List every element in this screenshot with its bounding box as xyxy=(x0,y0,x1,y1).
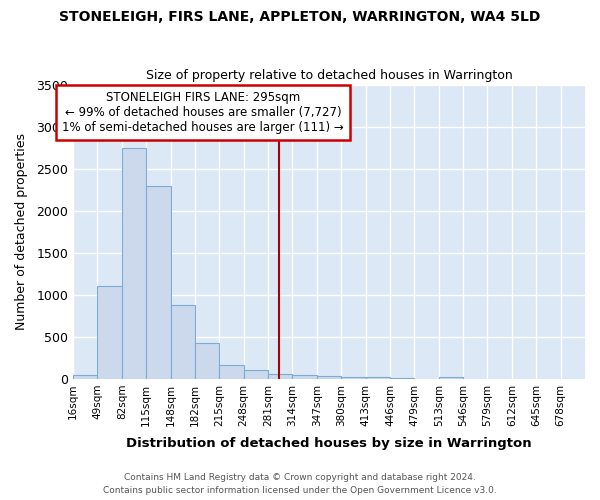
Bar xyxy=(317,376,341,379)
Bar xyxy=(146,186,170,379)
Text: STONELEIGH FIRS LANE: 295sqm
← 99% of detached houses are smaller (7,727)
1% of : STONELEIGH FIRS LANE: 295sqm ← 99% of de… xyxy=(62,92,344,134)
Bar xyxy=(365,377,390,379)
Bar xyxy=(292,374,317,379)
Bar xyxy=(268,374,292,379)
Bar xyxy=(244,370,268,379)
Bar xyxy=(122,148,146,379)
X-axis label: Distribution of detached houses by size in Warrington: Distribution of detached houses by size … xyxy=(126,437,532,450)
Bar xyxy=(439,377,463,379)
Bar xyxy=(97,286,122,379)
Bar xyxy=(170,306,195,379)
Bar xyxy=(220,364,244,379)
Bar xyxy=(73,375,97,379)
Bar xyxy=(341,377,365,379)
Y-axis label: Number of detached properties: Number of detached properties xyxy=(15,133,28,330)
Title: Size of property relative to detached houses in Warrington: Size of property relative to detached ho… xyxy=(146,69,512,82)
Text: STONELEIGH, FIRS LANE, APPLETON, WARRINGTON, WA4 5LD: STONELEIGH, FIRS LANE, APPLETON, WARRING… xyxy=(59,10,541,24)
Bar xyxy=(390,378,415,379)
Bar xyxy=(195,342,220,379)
Text: Contains HM Land Registry data © Crown copyright and database right 2024.
Contai: Contains HM Land Registry data © Crown c… xyxy=(103,474,497,495)
